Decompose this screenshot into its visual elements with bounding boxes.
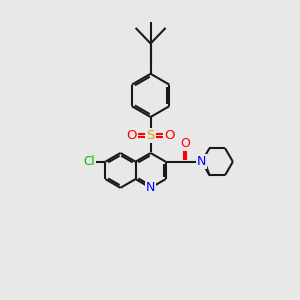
Text: O: O [164, 129, 175, 142]
Text: N: N [146, 181, 155, 194]
Text: S: S [146, 129, 155, 142]
Text: O: O [126, 129, 137, 142]
Text: O: O [180, 137, 190, 150]
Text: Cl: Cl [84, 155, 95, 168]
Text: N: N [197, 155, 206, 168]
